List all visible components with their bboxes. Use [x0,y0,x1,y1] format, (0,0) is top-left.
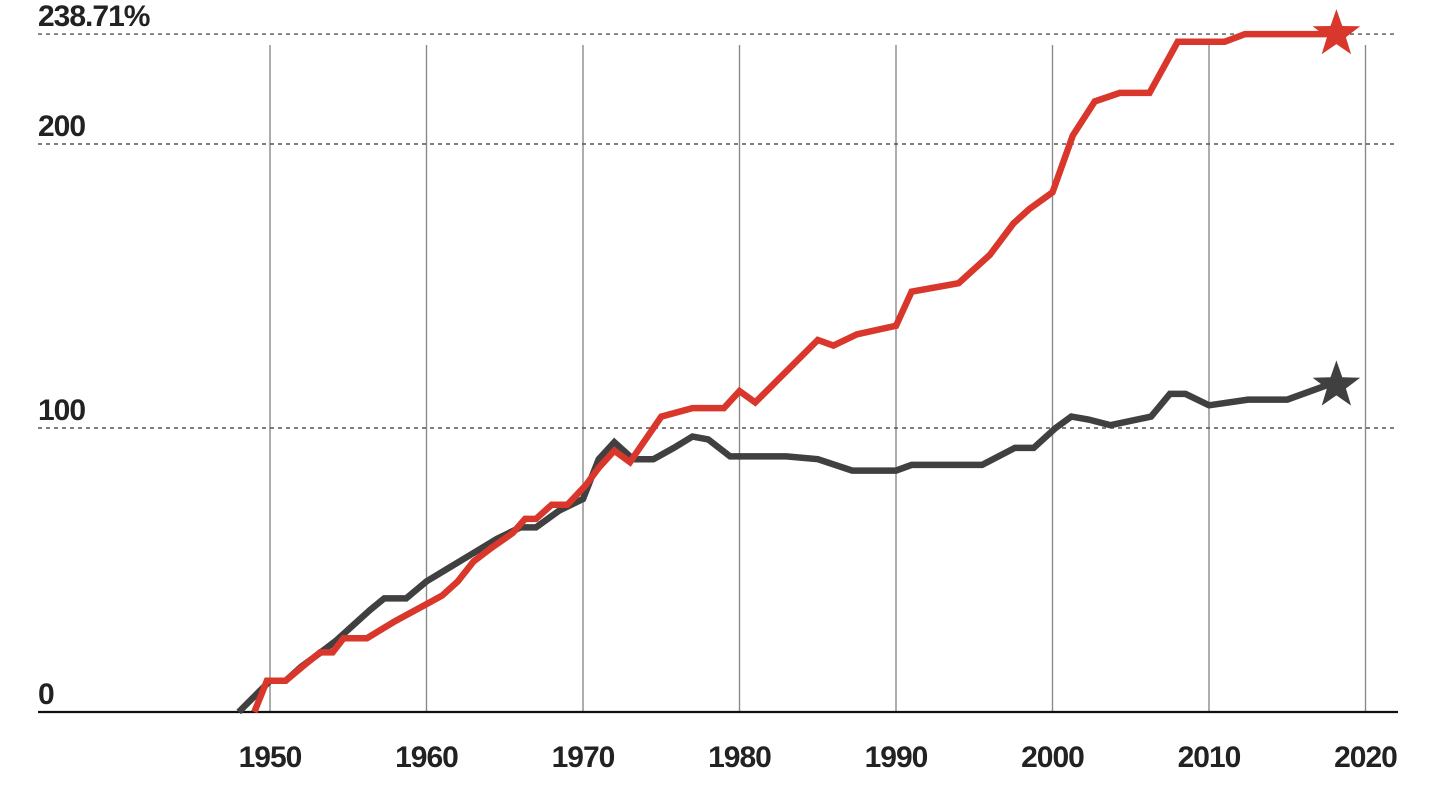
y-tick-label: 100 [38,394,85,427]
x-tick-label: 1990 [865,741,928,774]
series-line-1 [236,382,1328,715]
x-tick-label: 2000 [1021,741,1084,774]
x-tick-label: 1980 [708,741,771,774]
x-tick-label: 2010 [1178,741,1241,774]
y-tick-label: 0 [38,678,54,711]
series-lines [236,30,1328,715]
x-tick-label: 1960 [395,741,458,774]
x-tick-labels: 1950 1960 1970 1980 1990 2000 2010 2020 [239,741,1399,774]
y-tick-label: 238.71% [38,0,150,33]
vertical-gridlines [269,45,1367,712]
series-line-0 [251,30,1327,714]
x-tick-label: 1970 [552,741,615,774]
x-tick-label: 2020 [1334,741,1397,774]
y-tick-label: 200 [38,110,85,143]
x-tick-label: 1950 [239,741,302,774]
end-star-markers [1312,9,1361,406]
end-star-icon-0 [1312,9,1361,55]
y-tick-labels: 0 100 200 238.71% [38,0,151,711]
horizontal-gridlines [38,33,1398,429]
end-star-icon-1 [1312,360,1361,406]
